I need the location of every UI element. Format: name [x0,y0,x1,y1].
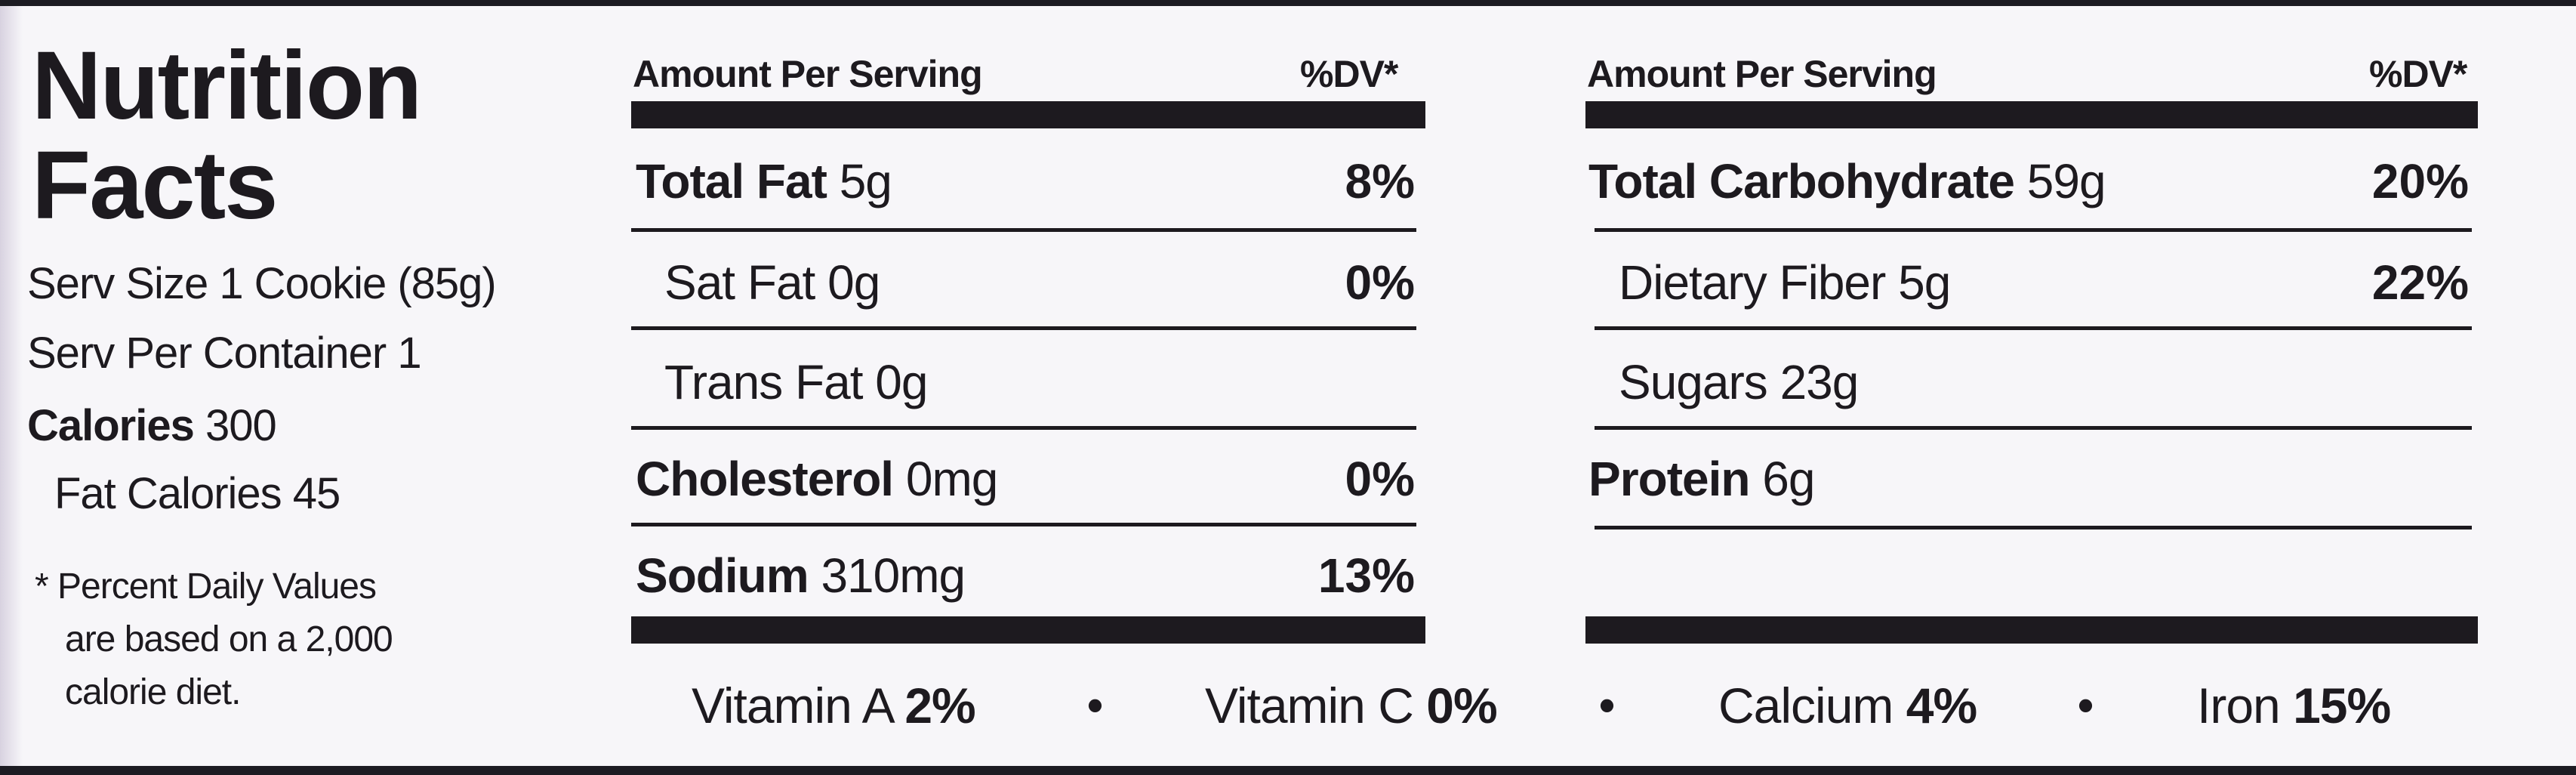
vitamin-a: Vitamin A 2% [692,678,976,733]
right-bottom-rule [1585,616,2478,644]
row-total-carbohydrate-amount: 59g [2026,154,2106,208]
iron-value: 15% [2293,678,2391,733]
calcium-value: 4% [1906,678,1977,733]
right-header-dv: %DV* [2369,53,2467,95]
row-cholesterol-dv: 0% [1345,452,1416,506]
row-sodium: Sodium 310mg [636,548,966,603]
row-sugars: Sugars 23g [1619,355,1860,409]
iron: Iron 15% [2197,678,2391,733]
row-trans-fat-amount: 0g [875,355,928,409]
footnote-line-2: are based on a 2,000 [65,619,393,659]
row-sat-fat-amount: 0g [827,255,880,310]
row-dietary-fiber: Dietary Fiber 5g [1619,255,1951,310]
row-protein-amount: 6g [1762,452,1815,506]
vitamin-c-name: Vitamin C [1205,678,1414,733]
row-dietary-fiber-dv: 22% [2371,255,2469,310]
row-sugars-name: Sugars [1619,355,1768,409]
row-sodium-name: Sodium [636,548,809,603]
vitamin-c-value: 0% [1426,678,1497,733]
row-divider [1595,426,2472,430]
row-divider [631,326,1416,330]
footnote-line-3: calorie diet. [65,672,241,712]
row-divider [631,523,1416,526]
row-trans-fat-name: Trans Fat [664,355,863,409]
row-total-carbohydrate-name: Total Carbohydrate [1588,154,2015,208]
left-header-dv: %DV* [1300,53,1398,95]
row-protein-name: Protein [1588,452,1750,506]
serving-size: Serv Size 1 Cookie (85g) [27,259,497,308]
title-line-2: Facts [32,131,278,239]
right-header-rule [1585,101,2478,128]
left-bottom-rule [631,616,1425,644]
row-trans-fat: Trans Fat 0g [664,355,928,409]
row-dietary-fiber-name: Dietary Fiber [1619,255,1886,310]
row-total-carbohydrate-dv: 20% [2371,154,2469,208]
vitamin-a-name: Vitamin A [692,678,892,733]
right-header-amount: Amount Per Serving [1587,53,1937,95]
row-total-fat-dv: 8% [1345,154,1416,208]
left-header-amount: Amount Per Serving [633,53,983,95]
calories: Calories 300 [27,401,277,450]
calcium: Calcium 4% [1718,678,1977,733]
row-divider [631,426,1416,430]
row-total-fat-name: Total Fat [636,154,827,208]
separator-dot: • [2078,680,2094,730]
row-sodium-amount: 310mg [821,548,966,603]
row-cholesterol-name: Cholesterol [636,452,894,506]
row-total-fat-amount: 5g [839,154,892,208]
row-total-fat: Total Fat 5g [636,154,892,208]
row-sat-fat-name: Sat Fat [664,255,815,310]
row-divider [631,228,1416,232]
row-sat-fat-dv: 0% [1345,255,1416,310]
row-protein: Protein 6g [1588,452,1815,506]
row-cholesterol-amount: 0mg [905,452,998,506]
calories-value: 300 [205,401,277,450]
calcium-name: Calcium [1718,678,1893,733]
row-sodium-dv: 13% [1317,548,1415,603]
left-header-rule [631,101,1425,128]
vitamin-c: Vitamin C 0% [1205,678,1498,733]
row-sat-fat: Sat Fat 0g [664,255,880,310]
nutrition-label: Nutrition Facts Serv Size 1 Cookie (85g)… [0,6,2576,766]
label-edge-shadow [0,6,23,766]
row-divider [1595,526,2472,530]
row-divider [1595,228,2472,232]
separator-dot: • [1599,680,1616,730]
row-divider [1595,326,2472,330]
row-cholesterol: Cholesterol 0mg [636,452,998,506]
fat-calories: Fat Calories 45 [54,469,340,518]
row-dietary-fiber-amount: 5g [1898,255,1951,310]
separator-dot: • [1087,680,1104,730]
row-total-carbohydrate: Total Carbohydrate 59g [1588,154,2106,208]
footnote-line-1: * Percent Daily Values [35,567,377,607]
row-sugars-amount: 23g [1779,355,1860,409]
iron-name: Iron [2197,678,2281,733]
servings-per-container: Serv Per Container 1 [27,329,422,378]
calories-label: Calories [27,401,195,450]
vitamin-a-value: 2% [904,678,975,733]
title-line-1: Nutrition [32,32,422,140]
